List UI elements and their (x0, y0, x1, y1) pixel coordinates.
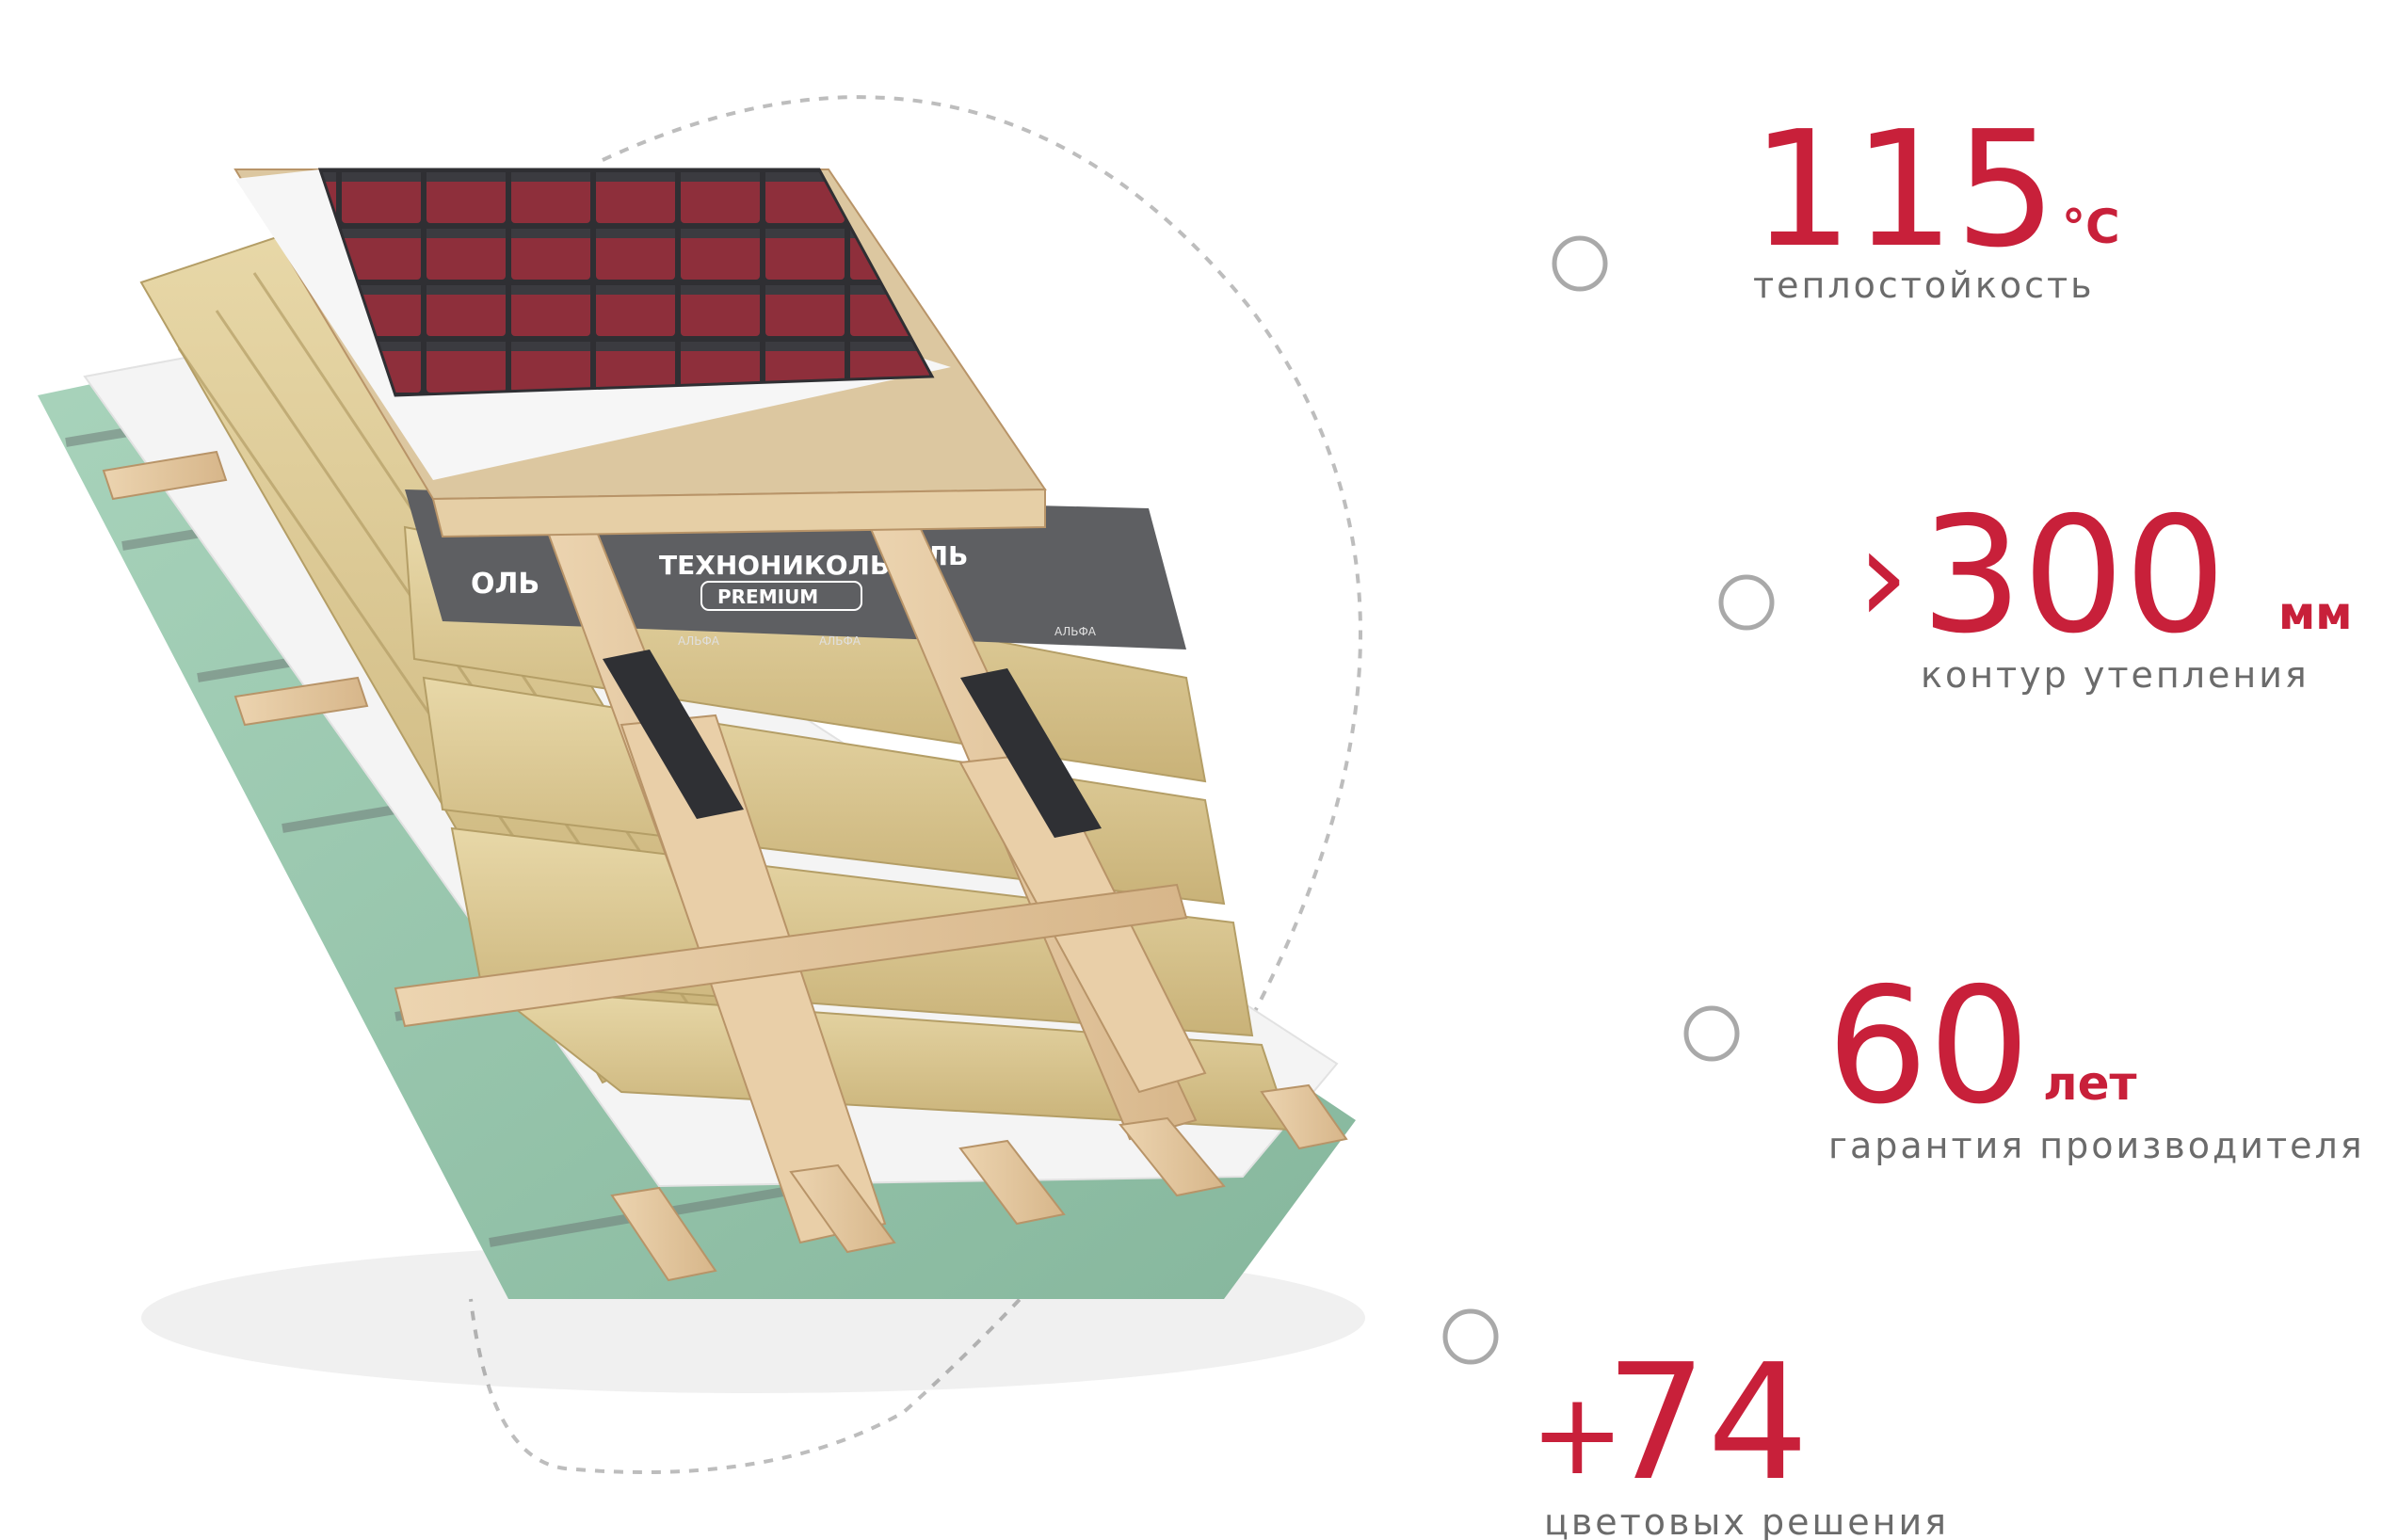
membrane-left-text: ОЛЬ (471, 568, 539, 601)
arc-node-4 (1442, 1308, 1499, 1365)
stat-300-prefix: › (1857, 500, 1909, 653)
shingles (317, 168, 935, 397)
membrane-small-3: АЛЬФА (1054, 625, 1097, 638)
arc-node-2 (1718, 574, 1775, 631)
stat-74-label: цветовых решения (1544, 1501, 1949, 1540)
batten-1 (102, 450, 228, 501)
stat-60-value: 60 (1827, 954, 2030, 1140)
roof-cross-section: ОЛЬ ТЕХНОНИКОЛЬ PREMIUM ОЛЬ АЛЬФА АЛЬФА … (38, 168, 1365, 1393)
stat-300-label: контур утепления (1921, 654, 2309, 696)
stat-60-unit: лет (2043, 1056, 2137, 1111)
stat-300: › 300 мм контур утепления (1857, 483, 2352, 696)
stat-74: + 74 цветовых решения (1530, 1330, 1949, 1540)
stat-115-unit: °C (2062, 200, 2120, 254)
stat-300-unit: мм (2278, 587, 2352, 640)
arc-node-3 (1683, 1005, 1740, 1062)
stat-60-label: гарантия производителя (1828, 1125, 2365, 1166)
bottom-battens (610, 1083, 1348, 1282)
stat-74-value: 74 (1605, 1330, 1809, 1516)
membrane-brand-text: ТЕХНОНИКОЛЬ (659, 550, 890, 581)
stat-115-label: теплостойкость (1753, 265, 2095, 306)
membrane-grade-badge (700, 581, 862, 611)
membrane-small-1: АЛЬФА (678, 634, 720, 648)
counter-batten-left (603, 650, 744, 819)
osb-edge (431, 488, 1046, 538)
stat-115: 115 °C теплостойкость (1751, 97, 2120, 306)
membrane-small-2: АЛЬФА (819, 634, 861, 648)
counter-batten-right (960, 668, 1102, 838)
membrane-grade-text: PREMIUM (717, 586, 818, 608)
stat-74-prefix: + (1530, 1370, 1625, 1500)
stat-60: 60 лет гарантия производителя (1827, 954, 2365, 1166)
stat-115-value: 115 (1751, 97, 2056, 283)
batten-2 (233, 676, 369, 727)
batten-3 (394, 883, 1188, 1028)
stat-300-value: 300 (1921, 483, 2226, 669)
arc-node-1 (1552, 235, 1608, 292)
